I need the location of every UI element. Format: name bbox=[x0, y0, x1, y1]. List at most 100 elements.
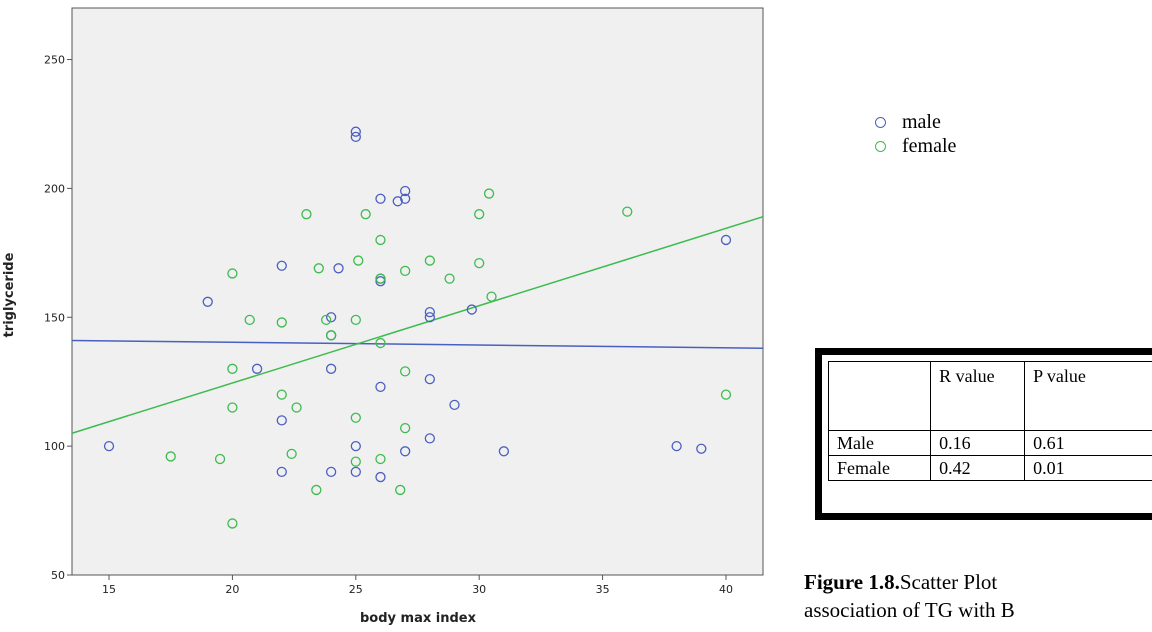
point-female bbox=[720, 389, 732, 400]
point-male bbox=[424, 312, 435, 323]
point-female bbox=[227, 363, 238, 374]
point-female bbox=[227, 268, 238, 279]
point-female bbox=[424, 255, 435, 266]
y-tick-label: 250 bbox=[44, 54, 65, 67]
stats-table-frame: R value P value Male 0.16 0.61 Female 0.… bbox=[815, 348, 1152, 520]
table-header-cell: P value bbox=[1024, 361, 1152, 431]
table-cell: 0.16 bbox=[930, 430, 1026, 456]
y-axis-label: triglyceride bbox=[2, 252, 17, 337]
point-male bbox=[103, 440, 115, 452]
point-male bbox=[696, 443, 707, 454]
point-female bbox=[483, 188, 495, 199]
point-male bbox=[466, 304, 477, 315]
point-male bbox=[350, 126, 361, 137]
point-female bbox=[375, 234, 386, 246]
stats-table-panel: R value P value Male 0.16 0.61 Female 0.… bbox=[821, 354, 1152, 514]
circle-marker-icon bbox=[875, 140, 886, 152]
point-male bbox=[424, 373, 435, 385]
caption-line-1: Figure 1.8.Scatter Plot bbox=[804, 568, 1152, 596]
point-male bbox=[720, 234, 732, 246]
point-male bbox=[202, 296, 213, 307]
x-tick-label: 30 bbox=[472, 583, 486, 596]
point-male bbox=[424, 306, 435, 318]
x-tick-label: 35 bbox=[596, 583, 610, 596]
plot-area bbox=[71, 7, 764, 576]
point-female bbox=[291, 402, 302, 413]
point-male bbox=[325, 466, 337, 478]
x-tick-label: 25 bbox=[349, 583, 363, 596]
point-male bbox=[276, 260, 287, 271]
point-female bbox=[313, 263, 324, 274]
point-female bbox=[395, 484, 406, 496]
point-female bbox=[350, 456, 361, 467]
y-tick-label: 50 bbox=[51, 569, 65, 582]
table-cell: 0.01 bbox=[1024, 455, 1152, 481]
point-male bbox=[449, 399, 460, 411]
point-female bbox=[444, 273, 455, 284]
point-male bbox=[350, 466, 361, 478]
legend: male female bbox=[875, 110, 956, 158]
point-male bbox=[392, 196, 403, 207]
x-tick-label: 20 bbox=[225, 583, 239, 596]
point-male bbox=[375, 381, 386, 393]
point-male bbox=[498, 446, 510, 457]
y-tick-label: 100 bbox=[44, 440, 65, 453]
table-header-cell bbox=[827, 361, 932, 431]
point-female bbox=[276, 389, 287, 400]
x-axis-label: body max index bbox=[360, 611, 477, 626]
point-female bbox=[165, 451, 176, 462]
point-female bbox=[400, 265, 411, 277]
point-female bbox=[350, 412, 361, 423]
point-male bbox=[375, 276, 386, 287]
point-female bbox=[276, 317, 287, 328]
y-tick-label: 150 bbox=[44, 311, 65, 324]
stats-table: R value P value Male 0.16 0.61 Female 0.… bbox=[827, 361, 1152, 481]
point-female bbox=[375, 273, 386, 284]
table-cell: Female bbox=[827, 455, 932, 481]
table-row: Male 0.16 0.61 bbox=[827, 430, 1152, 456]
point-male bbox=[671, 440, 682, 452]
point-female bbox=[375, 453, 386, 465]
fit-line-male bbox=[71, 339, 764, 349]
legend-label: female bbox=[902, 134, 957, 157]
point-female bbox=[353, 255, 364, 266]
point-male bbox=[375, 471, 386, 483]
point-male bbox=[400, 185, 411, 197]
point-female bbox=[474, 257, 485, 269]
point-female bbox=[622, 206, 633, 217]
table-cell: Male bbox=[827, 430, 932, 456]
figure-caption: Figure 1.8.Scatter Plot association of T… bbox=[804, 568, 1152, 624]
fit-line-female bbox=[71, 216, 764, 434]
circle-marker-icon bbox=[875, 116, 886, 128]
point-male bbox=[400, 446, 411, 457]
point-male bbox=[375, 193, 386, 204]
point-male bbox=[276, 415, 287, 426]
point-female bbox=[321, 314, 332, 326]
point-male bbox=[350, 131, 361, 143]
scatter-plot: 15 20 25 30 35 40 50 100 150 200 250 body max inde… bbox=[2, 7, 764, 626]
point-male bbox=[276, 466, 287, 478]
legend-item-male: male bbox=[875, 110, 956, 134]
point-female bbox=[474, 209, 485, 220]
point-male bbox=[400, 193, 411, 204]
caption-text: Scatter Plot bbox=[899, 570, 998, 594]
legend-item-female: female bbox=[875, 134, 956, 158]
point-female bbox=[214, 453, 226, 465]
point-female bbox=[311, 484, 322, 496]
point-male bbox=[333, 263, 344, 274]
point-male bbox=[251, 363, 263, 374]
x-tick-label: 15 bbox=[102, 583, 116, 596]
legend-label: male bbox=[902, 110, 941, 133]
table-header-row: R value P value bbox=[827, 361, 1152, 431]
table-cell: 0.42 bbox=[930, 455, 1026, 481]
caption-prefix: Figure 1.8. bbox=[804, 570, 900, 594]
table-row: Female 0.42 0.01 bbox=[827, 455, 1152, 481]
y-tick-label: 200 bbox=[44, 182, 65, 195]
point-male bbox=[325, 312, 337, 323]
point-female bbox=[227, 518, 238, 529]
point-female bbox=[227, 402, 238, 413]
point-female bbox=[350, 314, 361, 326]
table-header-cell: R value bbox=[930, 361, 1026, 431]
x-tick-label: 40 bbox=[719, 583, 733, 596]
point-female bbox=[360, 209, 371, 220]
